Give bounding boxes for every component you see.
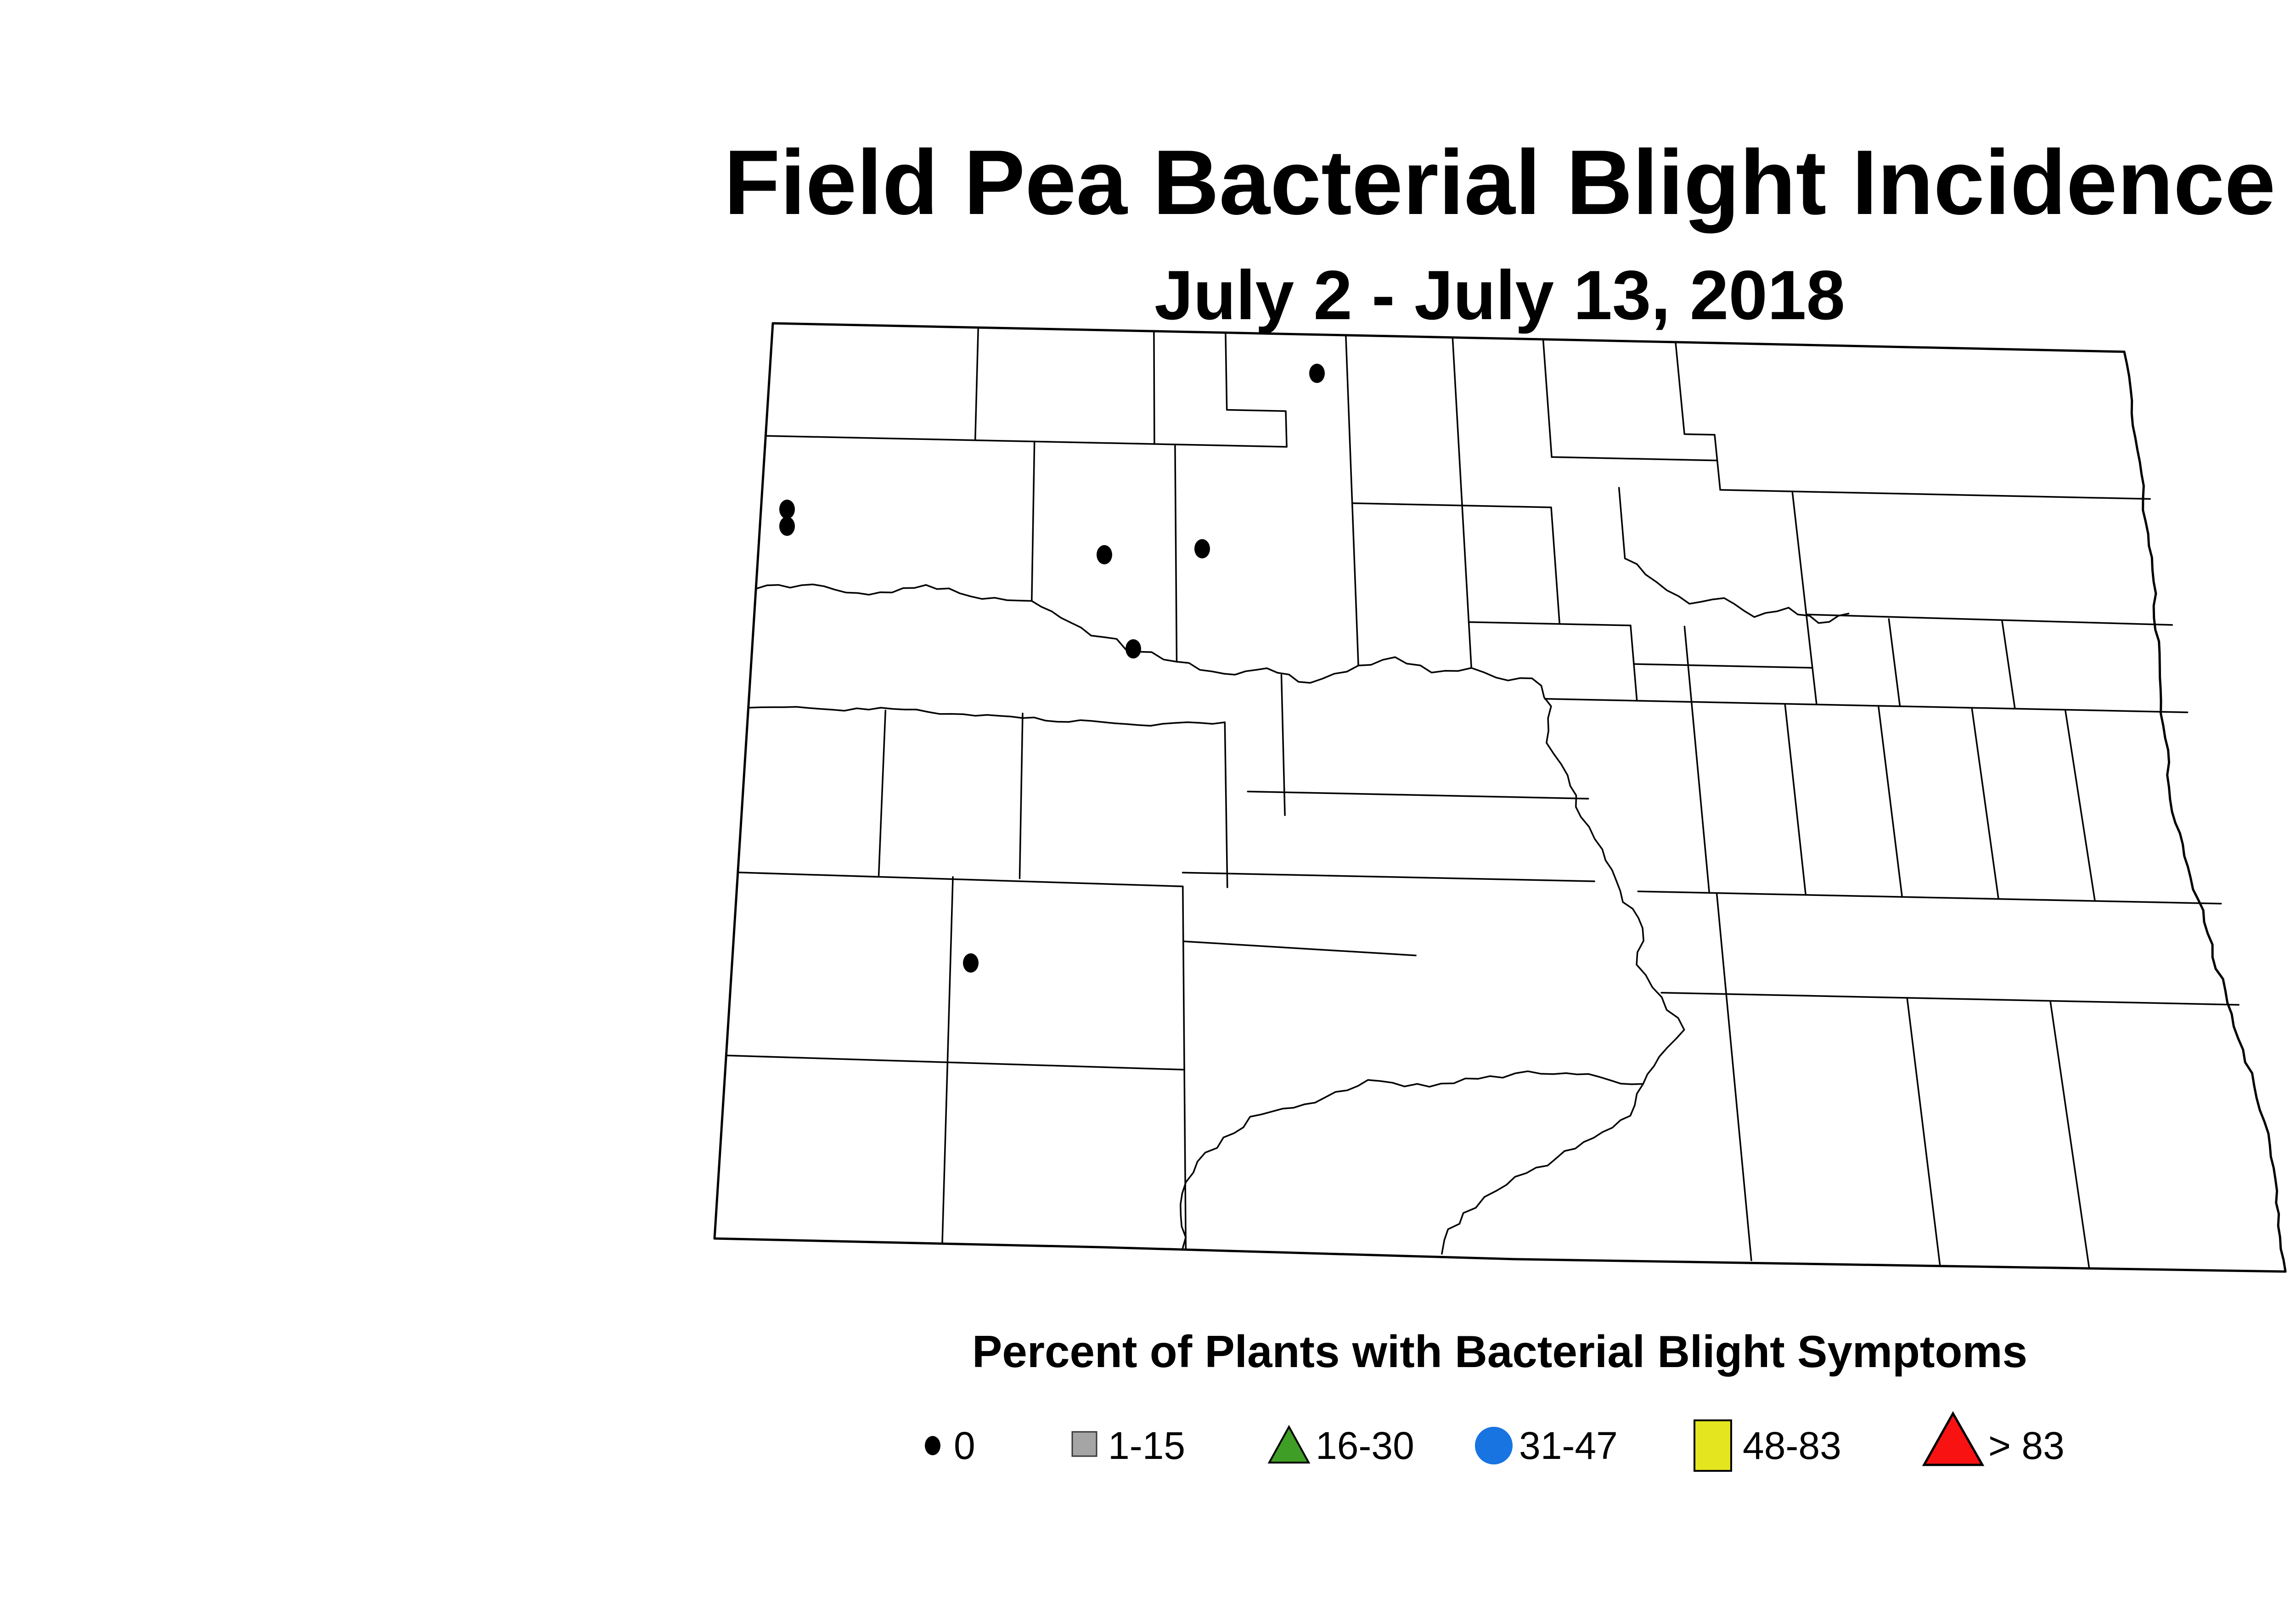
boundary-line xyxy=(2049,1000,2090,1268)
boundary-line xyxy=(1906,997,1941,1265)
legend-title: Percent of Plants with Bacterial Blight … xyxy=(972,1326,2027,1377)
boundary-line xyxy=(2001,620,2016,710)
legend-square-icon xyxy=(1071,1431,1097,1457)
boundary-line xyxy=(1725,993,1752,1261)
data-point xyxy=(1194,539,1210,558)
boundary-line xyxy=(1690,701,1711,894)
boundary-line xyxy=(1224,721,1228,888)
data-point xyxy=(1309,364,1325,383)
boundary-line xyxy=(1716,892,1727,995)
legend-label-3: 31-47 xyxy=(1519,1424,1618,1467)
river-boundaries xyxy=(747,557,1850,1255)
boundary-line xyxy=(1551,456,1718,462)
boundary-line xyxy=(1637,890,2222,905)
boundary-line xyxy=(1019,712,1024,879)
boundary-line xyxy=(1247,790,1589,799)
legend-triangle-icon xyxy=(1267,1424,1311,1464)
boundary-line xyxy=(1031,440,1035,602)
boundary-line xyxy=(974,327,979,441)
legend-label-2: 16-30 xyxy=(1316,1424,1414,1467)
boundary-line xyxy=(1550,507,1561,625)
boundary-line xyxy=(747,706,1226,727)
boundary-line xyxy=(1971,707,1999,900)
legend-label-1: 1-15 xyxy=(1108,1424,1185,1467)
data-point xyxy=(1097,545,1112,564)
page-title: Field Pea Bacterial Blight Incidence xyxy=(724,131,2276,234)
legend-label-4: 48-83 xyxy=(1743,1424,1841,1467)
data-point xyxy=(963,953,979,973)
data-point xyxy=(1125,639,1141,659)
boundary-line xyxy=(1683,625,1693,703)
boundary-line xyxy=(1805,614,2173,626)
boundary-line xyxy=(1877,705,1903,898)
boundary-line xyxy=(737,872,1184,887)
boundary-line xyxy=(1544,698,2189,713)
boundary-line xyxy=(1624,557,1850,624)
boundary-line xyxy=(1675,341,1721,491)
boundary-line xyxy=(1180,1070,1644,1250)
boundary-line xyxy=(755,583,1533,684)
boundary-line xyxy=(1888,618,1901,707)
data-point xyxy=(779,517,795,536)
boundary-line xyxy=(1225,332,1288,448)
legend-circle-icon xyxy=(1475,1427,1513,1464)
boundary-line xyxy=(1542,338,1553,458)
boundary-line xyxy=(1660,991,2240,1006)
boundary-line xyxy=(725,1054,1185,1071)
boundary-line xyxy=(878,709,887,877)
legend-label-0: 0 xyxy=(954,1424,975,1467)
boundary-line xyxy=(941,876,954,1244)
boundary-line xyxy=(1174,444,1178,663)
boundary-line xyxy=(1351,502,1552,508)
data-point xyxy=(779,500,795,519)
state-outline xyxy=(713,322,2287,1273)
boundary-line xyxy=(1784,703,1807,896)
boundary-line xyxy=(1452,337,1472,669)
boundary-line xyxy=(1468,621,1632,626)
legend-triangle-icon xyxy=(1922,1411,1985,1466)
boundary-line xyxy=(1345,334,1359,667)
survey-data-points xyxy=(779,364,1325,973)
legend-square-icon xyxy=(1694,1419,1732,1472)
boundary-line xyxy=(1630,625,1638,702)
boundary-line xyxy=(1618,487,1626,559)
boundary-line xyxy=(1182,885,1187,1250)
boundary-line xyxy=(765,435,1288,448)
legend-dot-icon xyxy=(925,1436,940,1455)
boundary-line xyxy=(2064,709,2096,902)
boundary-line xyxy=(1633,663,1813,669)
page-subtitle: July 2 - July 13, 2018 xyxy=(1154,256,1845,334)
boundary-line xyxy=(1791,490,1818,705)
legend: Percent of Plants with Bacterial Blight … xyxy=(925,1326,2065,1472)
county-boundaries xyxy=(725,327,2240,1268)
boundary-line xyxy=(1182,940,1417,957)
legend-label-5: > 83 xyxy=(1988,1424,2065,1467)
state-border xyxy=(713,322,2287,1273)
boundary-line xyxy=(1719,489,2151,500)
boundary-line xyxy=(1441,677,1685,1255)
boundary-line xyxy=(1182,872,1595,882)
boundary-line xyxy=(1280,674,1286,816)
